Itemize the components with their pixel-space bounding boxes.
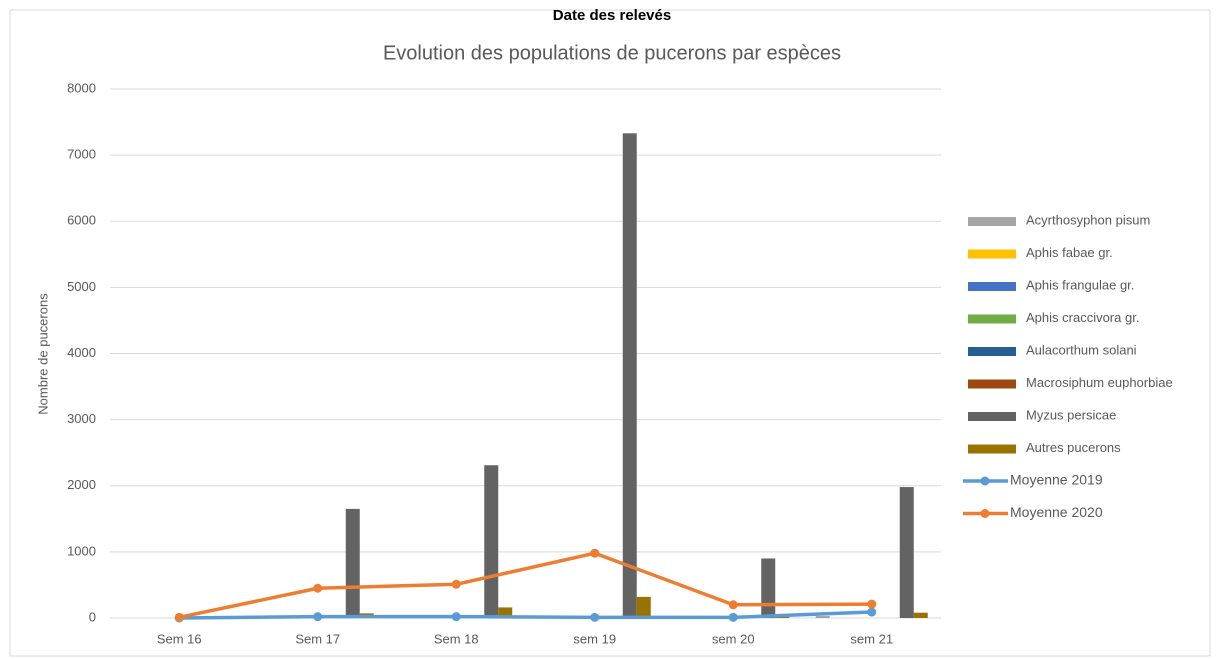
y-tick-label: 6000: [67, 213, 96, 228]
x-tick-label: sem 21: [850, 631, 893, 646]
y-tick-label: 8000: [67, 80, 96, 95]
bar: [913, 612, 928, 618]
legend-label: Moyenne 2019: [1010, 472, 1103, 488]
y-axis-label: Nombre de pucerons: [35, 293, 50, 415]
chart-title: Evolution des populations de pucerons pa…: [383, 42, 841, 64]
line-marker: [313, 612, 323, 622]
line-marker: [590, 548, 600, 558]
line-marker: [728, 600, 738, 610]
legend-label: Acyrthosyphon pisum: [1026, 212, 1150, 227]
line-marker: [728, 612, 738, 622]
line: [179, 610, 872, 620]
bar: [622, 133, 637, 618]
line-marker: [313, 583, 323, 593]
x-tick-label: Sem 17: [295, 631, 340, 646]
y-tick-label: 1000: [67, 543, 96, 558]
x-tick-label: sem 20: [712, 631, 755, 646]
legend-swatch: [968, 282, 1016, 291]
legend-label: Aphis frangulae gr.: [1026, 277, 1134, 292]
top-label: Date des relevés: [553, 7, 671, 24]
line-marker: [590, 612, 600, 622]
x-tick-label: sem 19: [573, 631, 616, 646]
legend-marker: [980, 476, 990, 486]
legend-swatch: [968, 379, 1016, 389]
legend-label: Aphis fabae gr.: [1026, 245, 1113, 260]
line: [178, 551, 872, 620]
y-tick-label: 5000: [67, 279, 96, 294]
line-marker: [174, 612, 184, 622]
legend-swatch: [968, 347, 1016, 356]
y-tick-label: 0: [89, 609, 96, 624]
y-tick-label: 4000: [67, 345, 96, 360]
x-tick-label: Sem 18: [434, 631, 479, 646]
legend-label: Aphis craccivora gr.: [1026, 310, 1139, 325]
chart-frame: [9, 9, 1211, 657]
line-marker: [867, 599, 877, 609]
legend-swatch: [968, 314, 1016, 324]
legend-label: Macrosiphum euphorbiae: [1026, 375, 1173, 390]
legend-swatch: [968, 444, 1016, 454]
legend-marker: [980, 509, 990, 518]
bar: [484, 465, 499, 618]
legend-label: Myzus persicae: [1026, 407, 1116, 422]
bar: [761, 558, 776, 618]
legend-label: Autres pucerons: [1026, 440, 1121, 455]
bar: [815, 616, 830, 618]
line-marker: [867, 607, 877, 617]
y-tick-label: 2000: [67, 477, 96, 492]
legend-label: Aulacorthum solani: [1026, 342, 1137, 357]
bar: [636, 596, 651, 618]
bar: [345, 508, 360, 618]
y-tick-label: 3000: [67, 411, 96, 426]
legend-swatch: [968, 217, 1016, 226]
bar: [775, 616, 790, 618]
bar: [498, 607, 513, 618]
bar: [899, 487, 914, 618]
x-tick-label: Sem 16: [157, 631, 202, 646]
line-marker: [451, 612, 461, 622]
line-marker: [451, 579, 461, 589]
legend-swatch: [968, 249, 1016, 259]
legend-swatch: [968, 412, 1016, 421]
legend-label: Moyenne 2020: [1010, 504, 1103, 520]
y-tick-label: 7000: [67, 147, 96, 162]
